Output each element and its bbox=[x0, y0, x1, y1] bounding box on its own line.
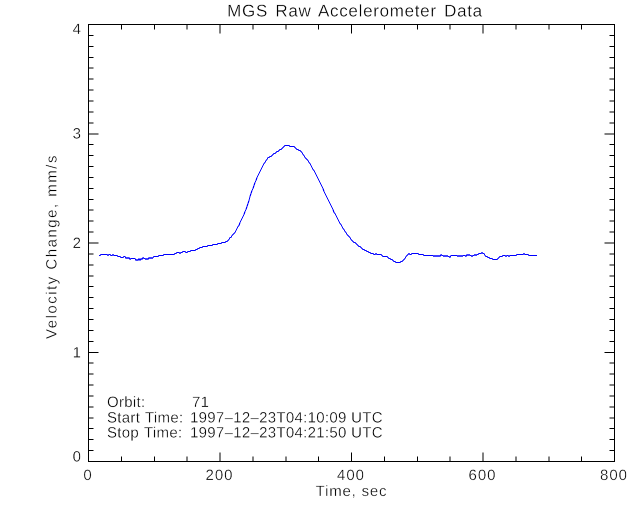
svg-text:800: 800 bbox=[600, 467, 628, 484]
svg-text:Orbit:: Orbit: bbox=[107, 394, 145, 411]
svg-text:Time:: Time: bbox=[144, 424, 182, 441]
svg-text:1: 1 bbox=[73, 344, 82, 361]
svg-text:4: 4 bbox=[73, 21, 82, 38]
svg-text:200: 200 bbox=[205, 467, 233, 484]
svg-text:Velocity Change, mm/s: Velocity Change, mm/s bbox=[44, 154, 61, 339]
svg-text:2: 2 bbox=[73, 235, 82, 252]
svg-text:0: 0 bbox=[73, 449, 82, 466]
svg-text:Stop: Stop bbox=[107, 424, 139, 441]
svg-text:1997–12–23T04:21:50 UTC: 1997–12–23T04:21:50 UTC bbox=[190, 424, 383, 441]
svg-text:400: 400 bbox=[337, 467, 365, 484]
svg-text:3: 3 bbox=[73, 126, 82, 143]
svg-text:600: 600 bbox=[468, 467, 496, 484]
svg-text:1997–12–23T04:10:09 UTC: 1997–12–23T04:10:09 UTC bbox=[190, 409, 383, 426]
svg-text:71: 71 bbox=[192, 394, 209, 411]
svg-text:0: 0 bbox=[83, 467, 92, 484]
svg-text:Time, sec: Time, sec bbox=[316, 483, 388, 500]
svg-text:MGS Raw Accelerometer Data: MGS Raw Accelerometer Data bbox=[227, 2, 483, 21]
svg-text:Start: Start bbox=[107, 409, 141, 426]
svg-text:Time:: Time: bbox=[145, 409, 183, 426]
